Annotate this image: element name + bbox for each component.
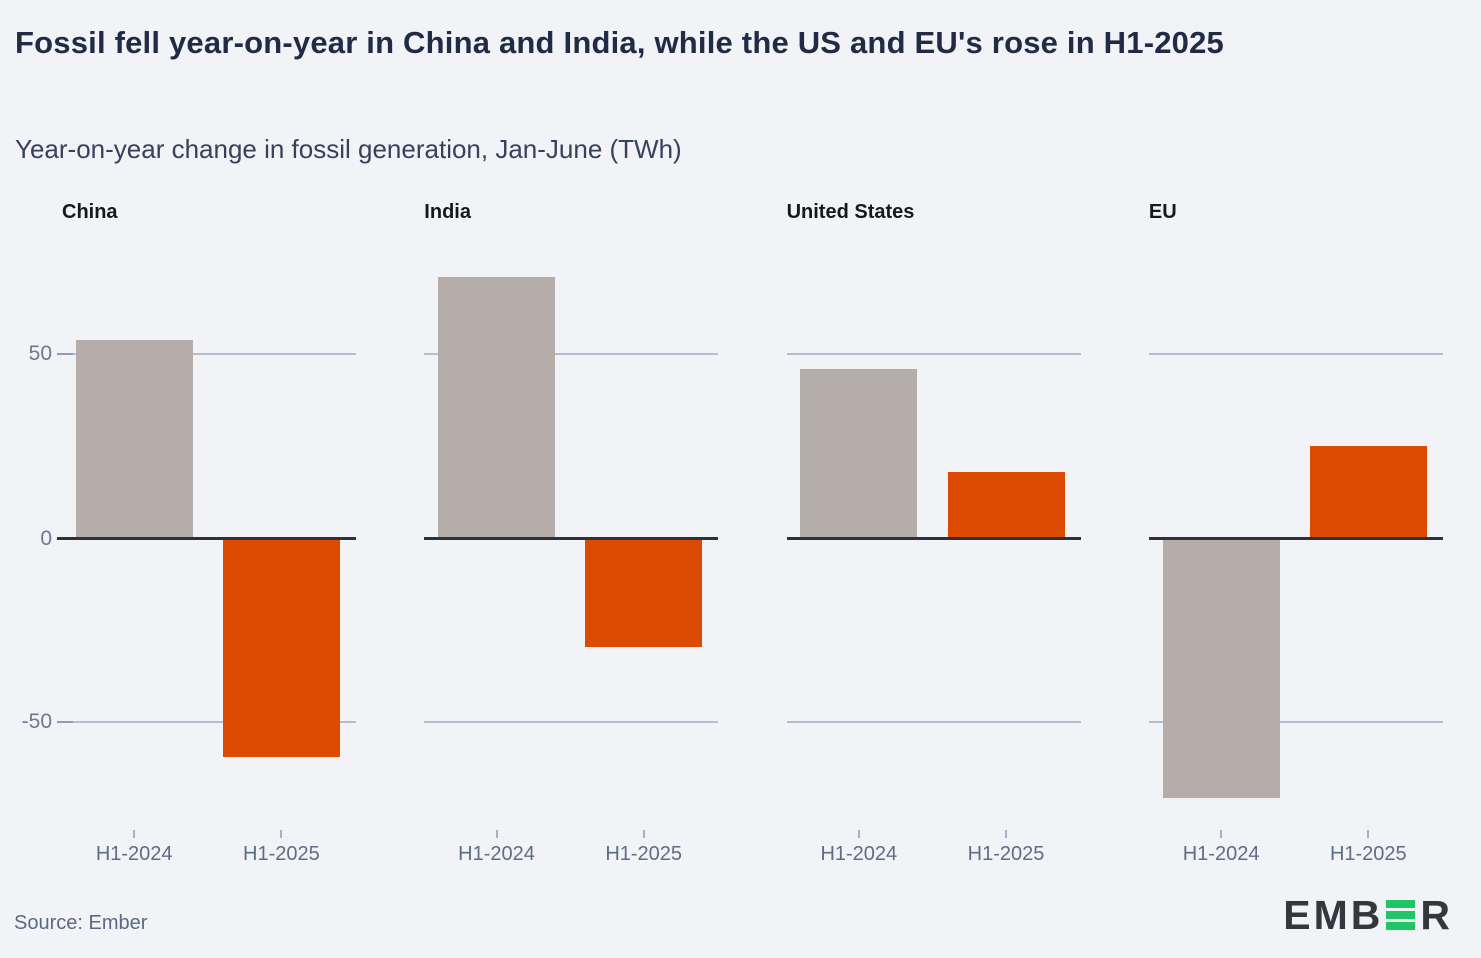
ember-logo: EMB R (1283, 892, 1453, 938)
bar-h1-2025-china (222, 540, 340, 758)
y-axis-label--50: -50 (21, 709, 52, 733)
x-axis-label-united-states: H1-2024 (820, 843, 898, 865)
x-axis-tick-eu (1220, 830, 1223, 838)
gridline-plus50-india (424, 353, 719, 355)
x-axis-label-india: H1-2025 (605, 843, 683, 865)
zero-baseline-china (57, 537, 356, 540)
logo-text-right: R (1420, 892, 1453, 938)
x-axis-label-china: H1-2025 (243, 843, 320, 865)
x-axis-tick-united-states (857, 830, 860, 838)
bar-h1-2024-united-states (800, 369, 918, 539)
chart-subtitle: Year-on-year change in fossil generation… (15, 134, 682, 164)
x-axis-tick-china (280, 830, 283, 838)
x-axis-label-india: H1-2024 (458, 843, 535, 865)
gridline-plus50-eu (1148, 353, 1443, 355)
gridline-plus50-china (62, 353, 356, 355)
x-axis-tick-china (133, 830, 136, 838)
x-axis-label-united-states: H1-2025 (967, 843, 1045, 865)
bar-h1-2025-eu (1309, 446, 1427, 539)
y-axis-tick--50 (57, 720, 73, 723)
x-axis-label-eu: H1-2025 (1329, 843, 1407, 865)
logo-green-e-icon (1386, 896, 1416, 934)
source-note: Source: Ember (14, 912, 148, 934)
zero-baseline-india (424, 537, 719, 540)
gridline-plus50-united-states (786, 353, 1081, 355)
y-axis-tick-50 (57, 353, 73, 355)
zero-baseline-united-states (786, 537, 1081, 540)
chart-title: Fossil fell year-on-year in China and In… (15, 25, 1224, 60)
x-axis-label-china: H1-2024 (95, 843, 173, 865)
y-axis-label-0: 0 (40, 527, 52, 550)
bar-h1-2024-eu (1162, 540, 1280, 798)
x-axis-label-eu: H1-2024 (1182, 843, 1260, 865)
x-axis-tick-india (495, 830, 498, 838)
panel-title-india: India (424, 201, 471, 223)
gridline-minus50-eu (1148, 721, 1443, 723)
x-axis-tick-india (642, 830, 645, 838)
logo-text-left: EMB (1283, 892, 1384, 938)
zero-baseline-eu (1148, 537, 1443, 540)
x-axis-tick-eu (1367, 830, 1370, 838)
gridline-minus50-united-states (786, 721, 1081, 723)
bar-h1-2025-india (585, 540, 703, 647)
x-axis-tick-united-states (1005, 830, 1007, 838)
panel-title-china: China (62, 201, 118, 223)
panel-title-united-states: United States (786, 201, 915, 223)
gridline-minus50-china (62, 721, 356, 723)
panel-title-eu: EU (1148, 201, 1177, 223)
bar-h1-2024-india (438, 276, 555, 539)
y-axis-label-50: 50 (28, 342, 52, 365)
gridline-minus50-india (424, 721, 719, 723)
bar-h1-2024-china (75, 339, 193, 539)
bar-h1-2025-united-states (947, 472, 1065, 539)
